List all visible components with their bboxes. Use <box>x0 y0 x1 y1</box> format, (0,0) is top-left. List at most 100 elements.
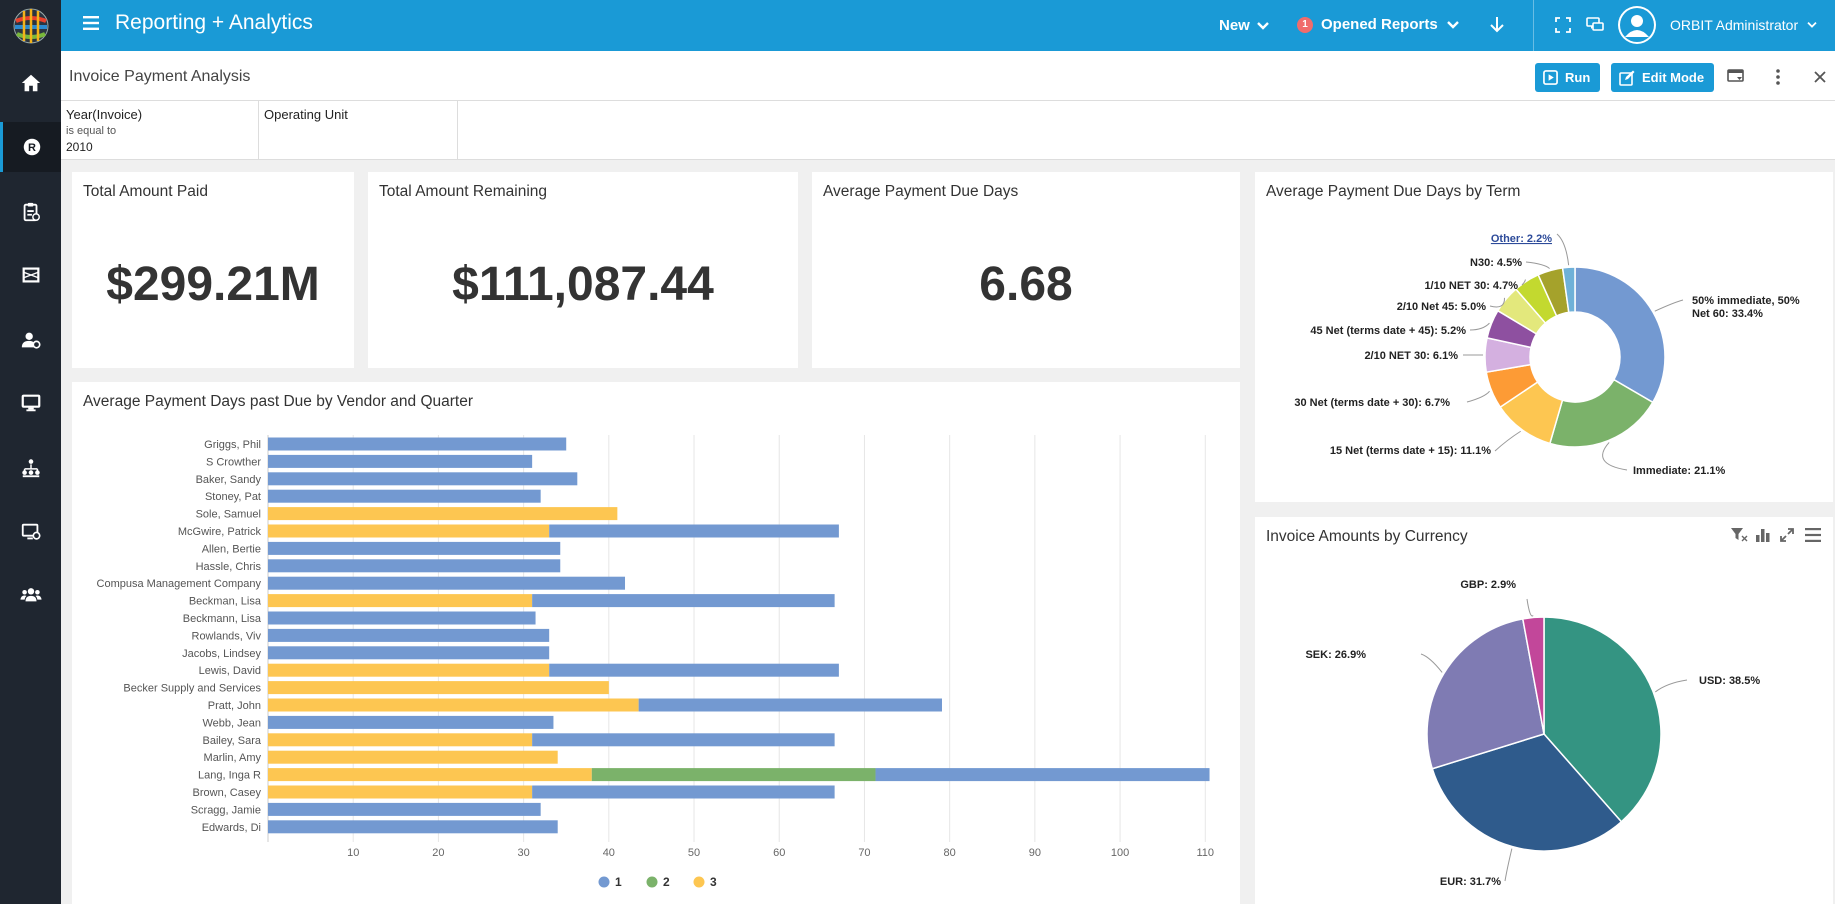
topbar-divider <box>1533 0 1534 51</box>
legend-marker[interactable] <box>598 876 610 888</box>
bar-segment-q1[interactable] <box>268 454 533 468</box>
filter-operating-unit[interactable]: Operating Unit <box>259 101 458 160</box>
sidebar-item-hierarchy[interactable] <box>0 443 61 493</box>
pie-slice[interactable] <box>1543 616 1662 823</box>
sidebar-item-reporting[interactable]: R <box>0 122 61 172</box>
bar-segment-q1[interactable] <box>549 663 839 677</box>
menu-lines-icon[interactable] <box>1805 528 1821 542</box>
x-tick-label: 20 <box>432 847 444 859</box>
x-tick-label: 10 <box>347 847 359 859</box>
legend-marker[interactable] <box>693 876 705 888</box>
monitor-gear-icon <box>21 523 41 540</box>
download-arrow-icon[interactable] <box>1487 15 1507 35</box>
close-icon[interactable] <box>1813 70 1827 84</box>
pie-slice[interactable] <box>1521 616 1545 735</box>
bar-segment-q3[interactable] <box>268 733 533 747</box>
legend-label[interactable]: 2 <box>663 875 670 889</box>
report-header: Invoice Payment Analysis Run Edit Mode <box>61 51 1835 101</box>
bar-segment-q3[interactable] <box>268 698 639 712</box>
legend-label[interactable]: 3 <box>710 875 717 889</box>
card-view-icon[interactable] <box>1727 68 1745 84</box>
bar-segment-q1[interactable] <box>268 628 550 642</box>
pie-slice[interactable] <box>1548 378 1654 448</box>
bar-segment-q1[interactable] <box>532 733 835 747</box>
bar-segment-q1[interactable] <box>268 646 550 660</box>
sidebar-item-user-settings[interactable] <box>0 315 61 365</box>
bar-segment-q1[interactable] <box>268 437 567 451</box>
app-logo[interactable] <box>0 0 61 51</box>
bar-segment-q1[interactable] <box>268 820 558 834</box>
bar-segment-q1[interactable] <box>532 785 835 799</box>
bar-segment-q3[interactable] <box>268 768 592 782</box>
pie-slice[interactable] <box>1561 266 1576 314</box>
bar-segment-q1[interactable] <box>268 489 541 503</box>
bar-segment-q1[interactable] <box>268 802 541 816</box>
pie-chart-card: Invoice Amounts by Currency USD: 38.5% EU… <box>1255 517 1833 904</box>
bar-segment-q2[interactable] <box>591 768 876 782</box>
legend-marker[interactable] <box>646 876 658 888</box>
bar-segment-q1[interactable] <box>549 524 839 538</box>
users-icon <box>19 588 42 602</box>
run-button[interactable]: Run <box>1535 63 1601 92</box>
chat-icon[interactable] <box>1585 15 1605 35</box>
opened-reports-label: Opened Reports <box>1321 16 1438 33</box>
y-category-label: S Crowther <box>206 456 261 468</box>
user-avatar[interactable] <box>1618 6 1656 44</box>
bar-segment-q1[interactable] <box>268 559 561 573</box>
bar-segment-q1[interactable] <box>875 768 1210 782</box>
bar-segment-q3[interactable] <box>268 663 550 677</box>
label-connector <box>1521 279 1526 286</box>
label-connector <box>1654 299 1684 312</box>
pie-slice[interactable] <box>1574 266 1666 404</box>
sidebar-item-monitor[interactable] <box>0 378 61 428</box>
bar-segment-q1[interactable] <box>268 715 554 729</box>
pie-slice[interactable] <box>1431 733 1623 852</box>
bar-segment-q3[interactable] <box>268 507 618 521</box>
legend-label[interactable]: 1 <box>615 875 622 889</box>
slice-label: Immediate: 21.1% <box>1633 465 1726 477</box>
opened-reports-menu[interactable]: 1 Opened Reports <box>1297 16 1460 33</box>
bar-segment-q3[interactable] <box>268 524 550 538</box>
filter-name: Operating Unit <box>264 107 348 122</box>
bar-segment-q1[interactable] <box>268 472 578 486</box>
expand-icon[interactable] <box>1779 527 1795 543</box>
sidebar: R <box>0 0 61 904</box>
bar-segment-q3[interactable] <box>268 785 533 799</box>
bar-segment-q3[interactable] <box>268 750 558 764</box>
bar-segment-q1[interactable] <box>638 698 942 712</box>
y-category-label: Scragg, Jamie <box>191 804 261 816</box>
hierarchy-icon <box>21 459 40 478</box>
y-category-label: Allen, Bertie <box>202 543 261 555</box>
sidebar-item-boards[interactable] <box>0 250 61 300</box>
top-bar: Reporting + Analytics New 1 Opened Repor… <box>61 0 1835 51</box>
x-tick-label: 110 <box>1196 847 1214 859</box>
user-menu[interactable]: ORBIT Administrator <box>1670 17 1818 33</box>
filter-funnel-icon[interactable] <box>1730 527 1748 543</box>
more-vertical-icon[interactable] <box>1775 68 1781 86</box>
filter-year-invoice[interactable]: Year(Invoice) is equal to 2010 <box>61 101 259 160</box>
bar-segment-q1[interactable] <box>268 576 626 590</box>
home-icon <box>21 74 40 92</box>
edit-mode-button[interactable]: Edit Mode <box>1611 63 1715 92</box>
sidebar-item-users[interactable] <box>0 570 61 620</box>
y-category-label: Compusa Management Company <box>97 578 262 590</box>
chevron-down-icon <box>1446 20 1459 29</box>
slice-label: 15 Net (terms date + 15): 11.1% <box>1330 445 1491 457</box>
bar-chart-icon[interactable] <box>1755 527 1771 543</box>
chart-title: Average Payment Due Days by Term <box>1266 183 1521 200</box>
sidebar-item-home[interactable] <box>0 58 61 108</box>
pie-slice[interactable] <box>1426 618 1545 770</box>
bar-segment-q1[interactable] <box>268 611 536 625</box>
sidebar-item-tasks[interactable] <box>0 187 61 237</box>
donut-chart-card: Average Payment Due Days by Term 50% imm… <box>1255 172 1833 502</box>
x-tick-label: 90 <box>1029 847 1041 859</box>
bar-segment-q1[interactable] <box>532 594 835 608</box>
bar-segment-q3[interactable] <box>268 594 533 608</box>
sidebar-item-display-settings[interactable] <box>0 507 61 557</box>
new-menu[interactable]: New <box>1219 17 1270 34</box>
hamburger-menu-icon[interactable] <box>83 16 99 30</box>
bar-segment-q1[interactable] <box>268 541 561 555</box>
user-gear-icon <box>21 332 41 349</box>
bar-segment-q3[interactable] <box>268 681 609 695</box>
fullscreen-icon[interactable] <box>1553 15 1573 35</box>
